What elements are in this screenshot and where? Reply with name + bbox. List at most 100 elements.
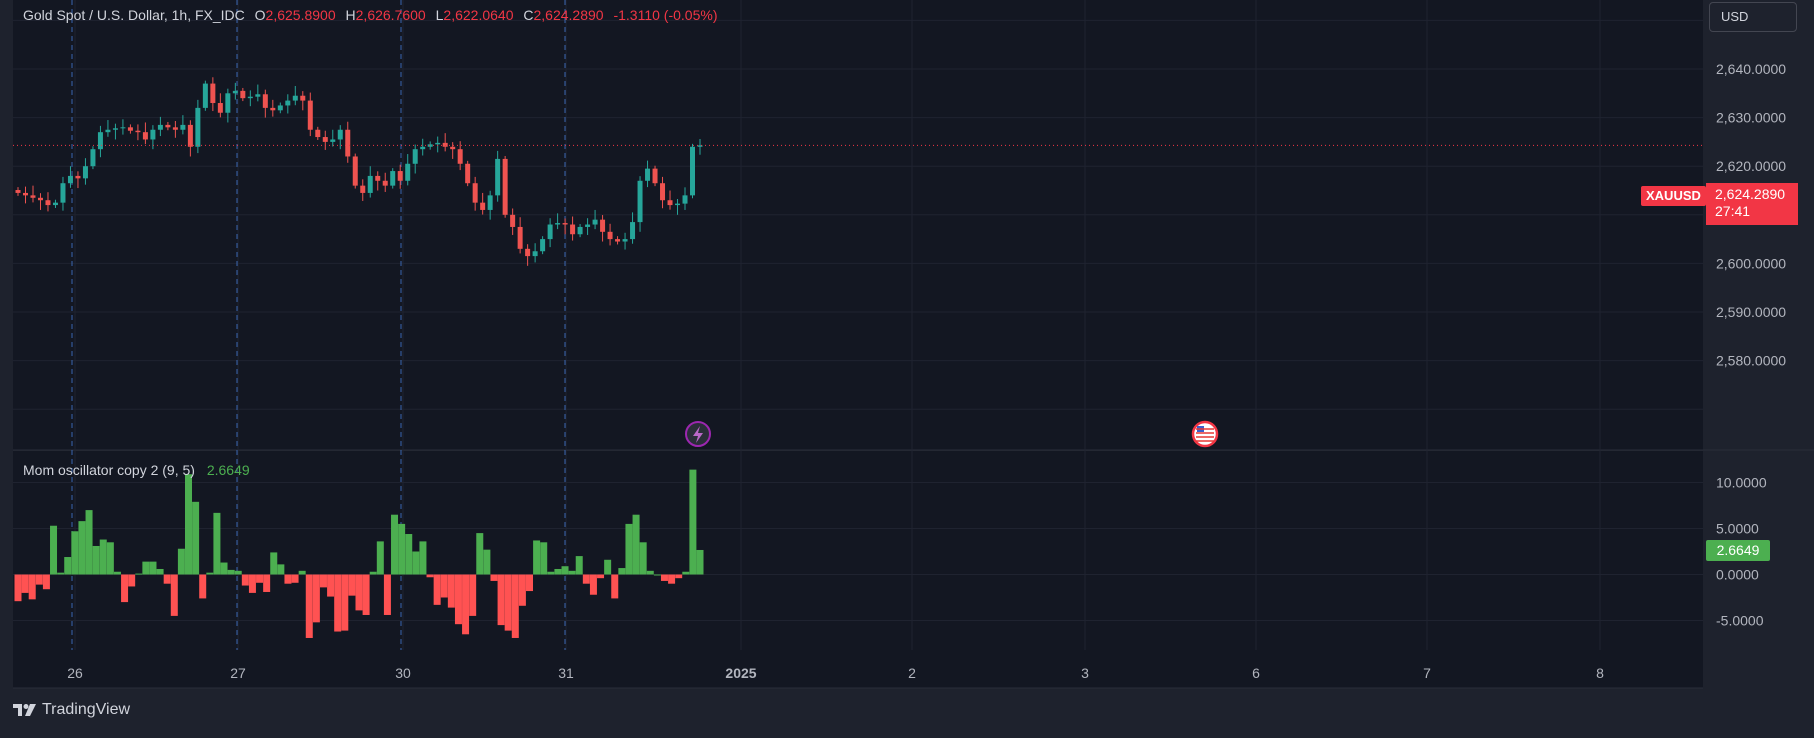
- tradingview-logo-icon: [13, 704, 36, 716]
- momentum-bar: [142, 561, 150, 575]
- candle-body: [142, 132, 148, 140]
- momentum-bar: [57, 572, 65, 575]
- current-price-value: 2,624.2890: [1715, 186, 1786, 202]
- currency-button[interactable]: USD: [1709, 2, 1797, 32]
- momentum-bar: [263, 574, 271, 592]
- momentum-bar: [177, 548, 185, 575]
- candle-body: [682, 195, 688, 204]
- price-axis-label: 2,580.0000: [1716, 353, 1786, 369]
- momentum-bar: [277, 564, 285, 575]
- momentum-bar: [291, 574, 299, 583]
- momentum-bar: [533, 540, 541, 575]
- candle-body: [90, 149, 96, 167]
- candle-body: [60, 183, 66, 203]
- time-axis-label: 2025: [725, 665, 756, 681]
- momentum-bar: [476, 533, 484, 575]
- candle-body: [45, 200, 51, 206]
- candle-body: [405, 163, 411, 181]
- indicator-legend[interactable]: Mom oscillator copy 2 (9, 5) 2.6649: [23, 462, 250, 478]
- momentum-bar: [383, 574, 391, 615]
- momentum-bar: [419, 541, 427, 575]
- oscillator-value-marker: 2.6649: [1706, 540, 1770, 561]
- symbol-price-label: XAUUSD: [1641, 186, 1706, 206]
- momentum-bar: [305, 574, 313, 638]
- time-axis-label: 2: [908, 665, 916, 681]
- momentum-bar: [348, 574, 356, 596]
- tradingview-brand[interactable]: TradingView: [13, 701, 130, 719]
- candle-body: [495, 158, 501, 196]
- momentum-bar: [192, 501, 200, 575]
- candle-body: [525, 248, 531, 257]
- candle-body: [472, 183, 478, 203]
- candle-body: [480, 202, 486, 210]
- candle-body: [262, 94, 268, 108]
- time-axis-label: 27: [230, 665, 246, 681]
- momentum-bar: [447, 574, 455, 608]
- momentum-bar: [135, 573, 143, 575]
- candle-body: [622, 239, 628, 242]
- momentum-bar: [582, 574, 590, 584]
- candle-body: [352, 156, 358, 186]
- candle-body: [15, 190, 21, 193]
- oscillator-axis-label: -5.0000: [1716, 613, 1764, 629]
- price-axis-label: 2,620.0000: [1716, 158, 1786, 174]
- momentum-bar: [554, 568, 562, 575]
- candle-body: [292, 95, 298, 101]
- candle-body: [465, 163, 471, 184]
- momentum-bar: [575, 556, 583, 575]
- price-axis-label: 2,590.0000: [1716, 304, 1786, 320]
- momentum-bar: [483, 549, 491, 575]
- time-axis-label: 31: [558, 665, 574, 681]
- low-label: L: [435, 7, 444, 23]
- momentum-bar: [185, 474, 192, 575]
- momentum-bar: [35, 574, 43, 585]
- candle-body: [382, 180, 388, 186]
- candle-body: [300, 95, 306, 101]
- main-legend: Gold Spot / U.S. Dollar, 1h, FX_IDC O2,6…: [23, 7, 717, 23]
- momentum-bar: [256, 574, 264, 583]
- candle-body: [52, 202, 58, 206]
- momentum-bar: [78, 521, 86, 575]
- candle-body: [607, 231, 613, 240]
- oscillator-axis-label: 5.0000: [1716, 521, 1759, 537]
- momentum-bar: [440, 574, 448, 598]
- candle-body: [97, 132, 103, 150]
- momentum-bar: [639, 542, 647, 575]
- candle-body: [225, 93, 231, 113]
- candle-body: [555, 223, 561, 225]
- momentum-bar: [234, 570, 242, 575]
- candle-body: [22, 192, 28, 196]
- momentum-bar: [426, 574, 434, 578]
- candle-body: [562, 223, 568, 225]
- candle-body: [637, 180, 643, 223]
- candle-body: [435, 142, 441, 145]
- candle-body: [547, 224, 553, 240]
- momentum-bar: [92, 545, 100, 575]
- momentum-bar: [561, 566, 569, 575]
- momentum-bar: [270, 552, 278, 575]
- momentum-bar: [64, 557, 72, 575]
- momentum-bar: [284, 574, 292, 584]
- candle-body: [660, 183, 666, 201]
- momentum-bar: [213, 512, 221, 575]
- momentum-bar: [319, 574, 327, 588]
- candle-body: [202, 83, 208, 108]
- momentum-bar: [149, 561, 157, 575]
- candle-body: [120, 127, 126, 129]
- oscillator-axis-label: 10.0000: [1716, 475, 1767, 491]
- candle-body: [412, 149, 418, 164]
- time-axis-label: 6: [1252, 665, 1260, 681]
- momentum-bar: [362, 574, 370, 615]
- candle-body: [675, 203, 681, 206]
- time-axis-label: 8: [1596, 665, 1604, 681]
- momentum-bar: [597, 574, 605, 579]
- candle-body: [165, 124, 171, 128]
- momentum-bar: [206, 572, 214, 575]
- time-axis-label: 26: [67, 665, 83, 681]
- candle-body: [690, 146, 696, 196]
- candle-body: [127, 127, 133, 131]
- price-axis-label: 2,640.0000: [1716, 61, 1786, 77]
- momentum-bar: [241, 574, 249, 586]
